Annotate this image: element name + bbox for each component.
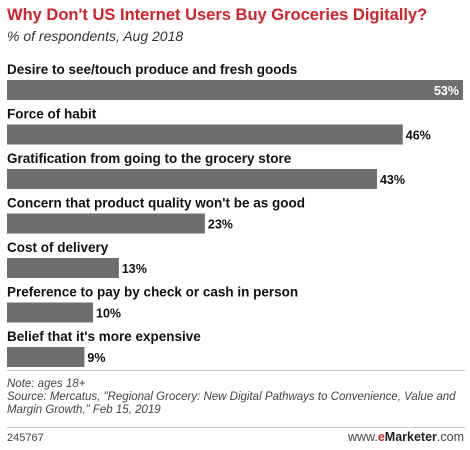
category-label: Concern that product quality won't be as… [7, 196, 305, 211]
brand-name: Marketer [384, 430, 437, 444]
footer-notes: Note: ages 18+ Source: Mercatus, "Region… [7, 378, 457, 417]
category-label: Desire to see/touch produce and fresh go… [7, 62, 297, 77]
value-label: 23% [208, 218, 233, 232]
chart-title: Why Don't US Internet Users Buy Grocerie… [7, 6, 428, 24]
brand-e: e [377, 430, 385, 444]
value-label: 53% [434, 84, 459, 98]
category-label: Cost of delivery [7, 240, 109, 255]
value-label: 9% [87, 351, 105, 365]
brand-suffix: .com [436, 430, 464, 444]
value-label: 43% [380, 173, 405, 187]
bar-chart: Desire to see/touch produce and fresh go… [7, 62, 463, 367]
bar [7, 213, 205, 234]
value-label: 46% [406, 129, 431, 143]
brand-prefix: www. [347, 430, 378, 444]
category-label: Gratification from going to the grocery … [7, 151, 292, 166]
footnote: Note: ages 18+ [7, 378, 86, 390]
bar [7, 169, 377, 189]
bar [7, 302, 94, 323]
chart-id: 245767 [7, 432, 44, 444]
bar [7, 124, 403, 145]
bar [7, 258, 119, 278]
footer-divider [7, 370, 465, 371]
category-label: Force of habit [7, 107, 97, 122]
category-label: Belief that it's more expensive [7, 329, 201, 344]
value-label: 10% [96, 307, 121, 321]
brand-logo: www.eMarketer.com [348, 430, 464, 444]
chart-subtitle: % of respondents, Aug 2018 [7, 28, 184, 44]
category-label: Preference to pay by check or cash in pe… [7, 285, 298, 300]
value-label: 13% [122, 262, 147, 276]
bar [7, 347, 85, 367]
bar [7, 80, 463, 100]
source-note: Source: Mercatus, "Regional Grocery: New… [7, 391, 456, 416]
footer-divider-bottom [7, 427, 465, 428]
